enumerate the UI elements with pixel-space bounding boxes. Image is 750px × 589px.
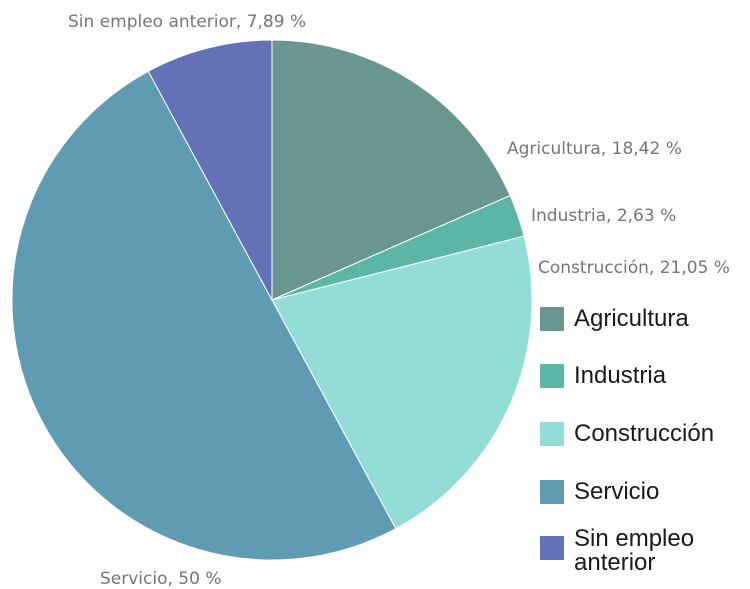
slice-labels: Agricultura, 18,42 % Industria, 2,63 % Con…	[68, 12, 730, 589]
slice-label-industria: Industria, 2,63 %	[531, 206, 676, 226]
legend-label: Servicio	[574, 478, 660, 505]
pie-slice-construcci-n	[271, 235, 533, 530]
legend-label: Agricultura	[574, 305, 689, 332]
legend-label: Sin empleo anterior	[574, 525, 695, 576]
legend-item-servicio: Servicio	[540, 471, 750, 504]
legend-swatch	[540, 536, 564, 560]
pie-slices	[11, 39, 533, 561]
slice-label-sin-empleo-anterior: Sin empleo anterior, 7,89 %	[68, 12, 306, 32]
slice-label-servicio: Servicio, 50 %	[100, 569, 222, 589]
pie-slice-servicio	[11, 70, 397, 561]
pie-slice-sin-empleo-anterior	[147, 39, 273, 301]
slice-label-construcci-n: Construcción, 21,05 %	[538, 258, 730, 278]
legend-item-construcci-n: Construcción	[540, 413, 750, 446]
legend-label: Construcción	[574, 420, 715, 447]
legend-swatch	[540, 364, 564, 388]
slice-label-agricultura: Agricultura, 18,42 %	[507, 139, 682, 159]
legend-swatch	[540, 307, 564, 331]
legend-item-agricultura: Agricultura	[540, 298, 750, 331]
legend-swatch	[540, 480, 564, 504]
legend-item-industria: Industria	[540, 355, 750, 388]
legend-swatch	[540, 422, 564, 446]
legend-label: Industria	[574, 362, 667, 389]
pie-slice-agricultura	[271, 39, 511, 301]
legend-item-sin-empleo-anterior: Sin empleo anterior	[540, 527, 724, 575]
